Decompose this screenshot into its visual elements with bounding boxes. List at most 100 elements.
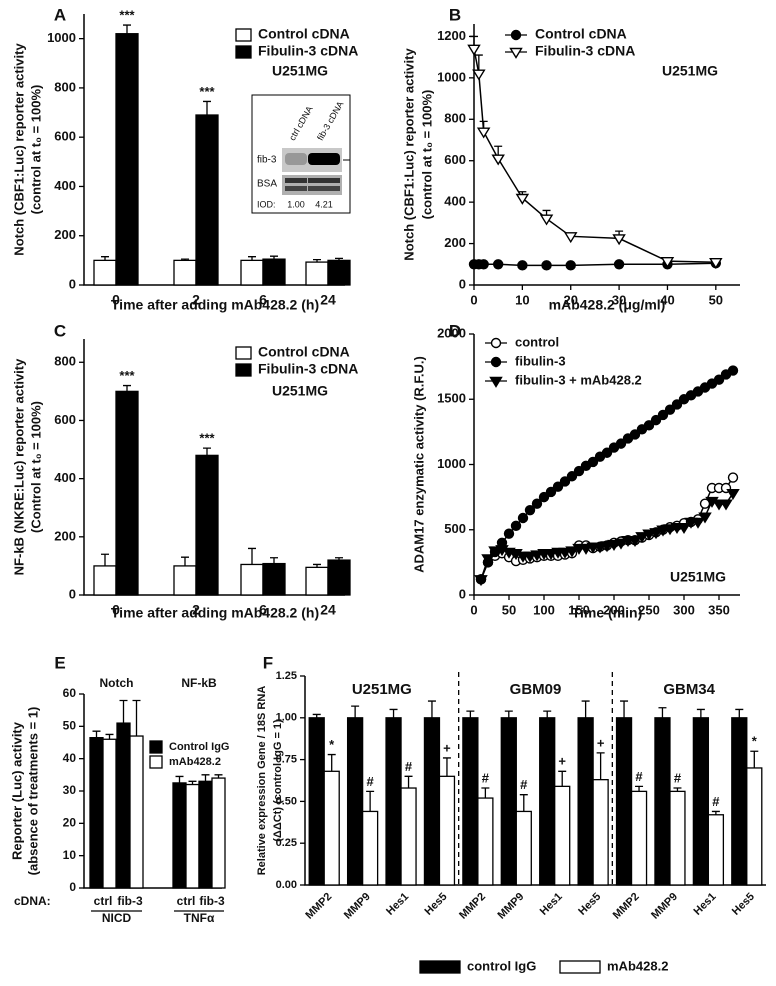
y-axis-label: (absence of treatments = 1) [25, 707, 40, 876]
marker [713, 374, 725, 385]
marker [545, 486, 557, 498]
significance: *** [119, 368, 135, 383]
x-axis-label: Time after adding mAb428.2 (h) [111, 605, 319, 621]
marker [515, 193, 530, 205]
bar [240, 259, 264, 286]
significance: # [674, 770, 682, 785]
significance: # [367, 774, 375, 789]
error-bar [313, 563, 321, 568]
error-bar [181, 258, 189, 261]
x-tick-label: 20 [563, 292, 577, 307]
marker [613, 259, 625, 270]
marker [650, 414, 662, 426]
y-tick-label: 10 [63, 848, 77, 862]
marker [467, 44, 481, 56]
x-tick-label: 6 [259, 292, 267, 308]
error-bar [658, 707, 667, 718]
marker [671, 399, 683, 410]
x-tick-label: 0 [112, 602, 120, 618]
bar [102, 738, 117, 889]
error-bar [248, 256, 256, 261]
x-tick-label: fib-3 [199, 894, 225, 908]
x-tick-label: 30 [612, 292, 626, 307]
significance: * [329, 737, 335, 752]
marker [541, 260, 552, 271]
legend-marker [490, 337, 502, 349]
bar [305, 261, 329, 286]
x-tick-label: 0 [112, 292, 120, 308]
significance: * [752, 734, 758, 749]
significance: + [597, 735, 605, 750]
inset-row-label: BSA [257, 179, 277, 190]
annotation: U251MG [670, 569, 726, 585]
y-axis-label: (control at t₀ = 100%) [28, 85, 43, 215]
y-tick-label: 1.25 [276, 670, 297, 682]
y-tick-label: 40 [63, 751, 77, 765]
legend-label: Control cDNA [535, 26, 627, 42]
panel-label: F [263, 653, 273, 672]
marker [552, 481, 564, 492]
bar [477, 797, 494, 886]
legend-label: mAb428.2 [607, 958, 668, 973]
y-tick-label: 0.00 [276, 879, 297, 891]
y-tick-label: 200 [54, 528, 76, 543]
error-bar [335, 557, 343, 561]
marker [600, 541, 614, 553]
legend-label: Fibulin-3 cDNA [535, 43, 635, 59]
bar [262, 258, 286, 286]
bar [539, 717, 556, 886]
y-tick-label: 0.25 [276, 837, 297, 849]
bar [327, 559, 351, 596]
blot-band [285, 178, 307, 183]
marker [629, 429, 641, 440]
error-bar [504, 710, 513, 718]
y-tick-label: 1000 [437, 456, 466, 471]
blot-band [308, 153, 340, 165]
group-header: GBM34 [663, 681, 715, 698]
marker [614, 538, 628, 550]
marker [719, 499, 733, 511]
error-bar [696, 708, 705, 718]
error-bar [389, 708, 398, 718]
y-tick-label: 0 [459, 276, 466, 291]
inset-row-label: fib-3 [257, 155, 277, 166]
y-axis-label: (Control at t₀ = 100%) [28, 401, 43, 533]
group-label: NICD [102, 911, 132, 925]
marker [517, 260, 528, 271]
error-bar [481, 787, 490, 799]
bar [195, 114, 219, 286]
error-bar [750, 750, 759, 768]
error-bar [119, 699, 128, 724]
error-bar [132, 699, 141, 737]
marker [587, 456, 599, 468]
panel-label: E [54, 653, 65, 672]
y-axis-label: Reporter (Luc) activity [9, 721, 24, 860]
bar [577, 717, 594, 886]
significance: # [405, 759, 413, 774]
series-line [480, 492, 734, 580]
error-bar [203, 100, 211, 116]
error-bar [201, 774, 210, 782]
error-bar [101, 553, 109, 566]
legend-label: fibulin-3 + mAb428.2 [515, 372, 642, 387]
bar [323, 770, 340, 886]
legend-label: Control IgG [169, 741, 230, 753]
legend-marker [510, 29, 522, 41]
group-label: TNFα [184, 911, 215, 925]
marker [628, 535, 642, 548]
marker [579, 543, 593, 555]
panel-label: C [54, 321, 66, 340]
x-axis-label: Time after adding mAb428.2 (h) [111, 297, 319, 313]
marker [563, 232, 578, 244]
x-tick-label: 50 [502, 602, 516, 617]
error-bar [620, 700, 629, 718]
marker [643, 420, 655, 431]
bar [746, 767, 763, 886]
error-bar [711, 810, 720, 815]
bar [630, 790, 648, 886]
error-bar [105, 733, 114, 740]
legend-swatch [559, 960, 601, 974]
bar [173, 259, 197, 286]
bar [615, 717, 633, 886]
y-tick-label: 1200 [437, 28, 466, 43]
